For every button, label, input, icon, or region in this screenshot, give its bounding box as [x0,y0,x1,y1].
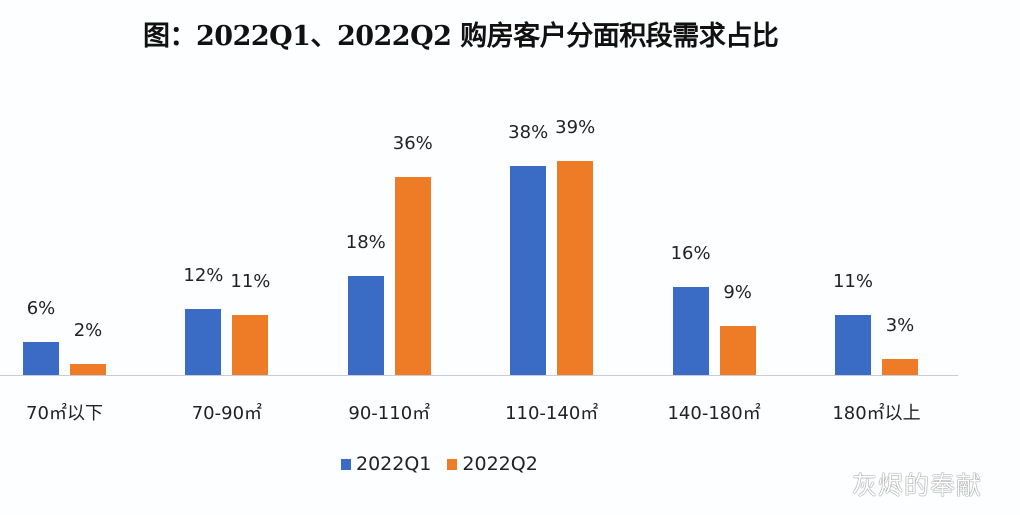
bar-q2-4 [719,325,756,375]
x-tick-label-5: 180㎡以上 [832,403,921,424]
bar-q1-2 [347,276,384,375]
bar-q1-1 [185,309,222,375]
bar-q2-3 [557,160,594,375]
legend-label-q1: 2022Q1 [356,453,432,475]
bar-q2-0 [70,364,106,375]
legend: 2022Q1 2022Q2 [341,453,554,475]
data-label-q1-2: 18% [345,232,386,253]
data-label-q2-3: 39% [555,116,596,138]
data-label-q2-4: 9% [723,281,752,303]
data-label-q1-1: 12% [183,265,224,286]
bar-q2-2 [394,177,431,375]
watermark: 灰烬的奉献 [852,471,983,500]
x-tick-label-4: 140-180㎡ [667,403,761,424]
x-tick-label-0: 70㎡以下 [26,403,103,424]
legend-swatch-q2 [447,458,458,470]
bar-q2-1 [232,314,269,375]
bar-q1-3 [510,166,547,375]
data-label-q1-5: 11% [832,270,873,292]
data-label-q2-0: 2% [73,320,103,341]
legend-item-q2: 2022Q2 [447,453,538,475]
data-label-q1-3: 38% [508,122,549,143]
chart-title: 图：2022Q1、2022Q2 购房客户分面积段需求占比 [143,21,779,52]
x-tick-label-3: 110-140㎡ [505,403,599,424]
x-tick-label-1: 70-90㎡ [191,403,263,424]
data-label-q2-5: 3% [885,314,915,336]
data-label-q2-2: 36% [392,133,433,154]
bar-q1-5 [835,314,871,375]
legend-item-q1: 2022Q1 [341,453,431,475]
x-axis-line [0,375,958,376]
data-label-q1-4: 16% [670,243,711,264]
data-label-q2-1: 11% [230,270,271,292]
legend-swatch-q1 [341,458,351,470]
bar-q1-4 [672,287,709,375]
x-tick-label-2: 90-110㎡ [348,403,431,424]
bar-q1-0 [23,342,59,375]
legend-label-q2: 2022Q2 [462,453,538,475]
bar-q2-5 [882,358,918,375]
data-label-q1-0: 6% [26,298,56,319]
